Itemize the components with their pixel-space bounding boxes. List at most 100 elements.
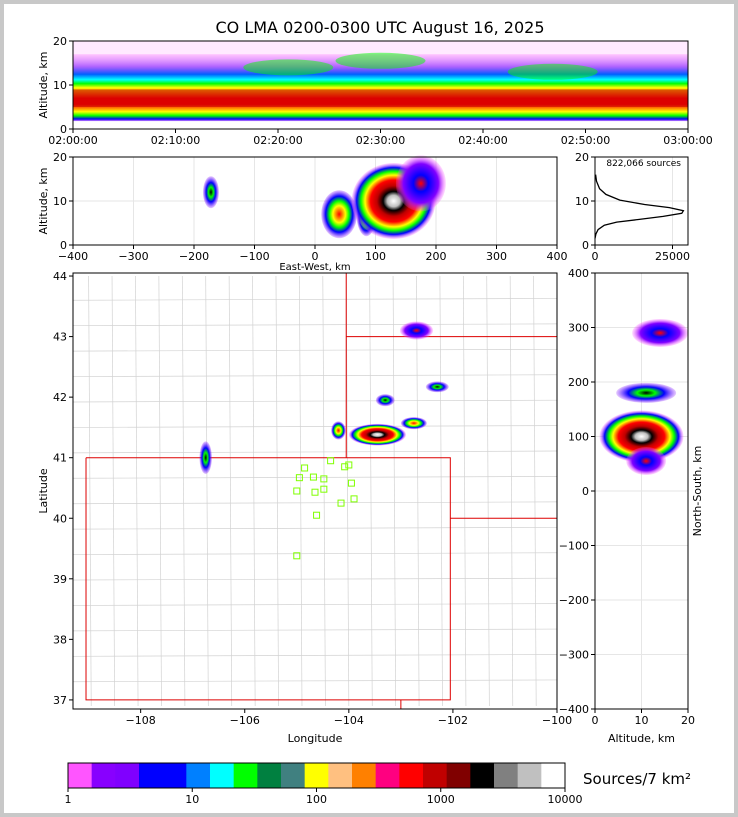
y-tick-label: 10: [53, 195, 67, 208]
colorbar-segment-5: [186, 763, 211, 788]
source-cluster-2: [331, 421, 346, 440]
lma-station-4: [311, 488, 319, 496]
x-tick-label: −100: [542, 714, 572, 727]
county-line: [72, 425, 558, 428]
colorbar-segment-13: [375, 763, 400, 788]
county-line: [88, 276, 92, 706]
figure-frame: CO LMA 0200-0300 UTC August 16, 2025 0 10…: [4, 4, 734, 813]
colorbar-segment-18: [494, 763, 519, 788]
y-tick-label: 42: [53, 391, 67, 404]
plot-frame: [594, 272, 689, 710]
colorbar-tick-label: 10000: [548, 793, 583, 806]
x-axis-label: East-West, km: [279, 262, 350, 273]
x-axis-label: Longitude: [288, 732, 343, 745]
county-line: [72, 628, 558, 632]
plan-view-map-panel: 37 38 39 40 41 42 43 44 −108 −106 −104 −102 −100 Long…: [37, 270, 572, 745]
colorbar-segment-16: [446, 763, 471, 788]
lma-station-1: [313, 511, 321, 519]
x-tick-label: 02:50:00: [561, 134, 610, 147]
county-line: [252, 276, 256, 706]
county-line: [72, 679, 558, 683]
y-axis-label: Altitude, km: [37, 167, 50, 234]
y-tick-label: 40: [53, 512, 67, 525]
lma-figure: CO LMA 0200-0300 UTC August 16, 2025 010…: [37, 18, 713, 806]
lma-station-9: [337, 499, 345, 507]
county-line: [72, 526, 558, 530]
county-line: [533, 276, 537, 706]
upper-burst-1: [335, 52, 426, 69]
plot-area: [73, 273, 557, 709]
colorbar-segment-1: [91, 763, 116, 788]
county-line: [72, 348, 558, 352]
colorbar-segment-2: [115, 763, 140, 788]
colorbar-segment-3: [139, 763, 164, 788]
x-tick-label: 02:20:00: [253, 134, 302, 147]
far-north-cell: [632, 318, 689, 347]
main-storm: [599, 410, 684, 463]
x-tick-label: 0: [592, 714, 599, 727]
county-line: [369, 276, 373, 706]
y-tick-label: 37: [53, 694, 67, 707]
colorbar-tick-label: 1000: [427, 793, 455, 806]
county-line: [111, 276, 115, 706]
x-tick-label: 25000: [655, 250, 690, 263]
y-tick-label: 0: [582, 485, 589, 498]
upper-burst-0: [243, 59, 334, 76]
central-cell: [321, 190, 358, 239]
north-cell: [616, 382, 677, 403]
colorbar-segment-0: [68, 763, 93, 788]
lma-station-13: [345, 461, 353, 469]
south-anvil: [626, 447, 667, 476]
x-tick-label: −400: [58, 250, 88, 263]
colorbar-segment-20: [541, 763, 566, 788]
y-tick-label: −400: [559, 703, 589, 716]
colorbar-panel: 1 10 100 1000 10000: [65, 762, 583, 806]
county-line: [72, 298, 558, 301]
county-line: [72, 323, 558, 327]
x-tick-label: 400: [547, 250, 568, 263]
y-tick-label: −300: [559, 649, 589, 662]
y-axis-label: Altitude, km: [37, 51, 50, 118]
x-tick-label: −102: [438, 714, 468, 727]
y-axis-label: North-South, km: [691, 446, 704, 537]
county-line: [72, 577, 558, 581]
upper-burst-2: [507, 63, 598, 80]
plot-frame: [72, 40, 689, 130]
x-tick-label: 10: [635, 714, 649, 727]
y-tick-label: 100: [568, 431, 589, 444]
y-tick-label: 41: [53, 452, 67, 465]
x-tick-label: −300: [118, 250, 148, 263]
y-axis-label: Latitude: [37, 468, 50, 514]
colorbar-segment-4: [162, 763, 187, 788]
colorbar-tick-label: 100: [306, 793, 327, 806]
y-tick-label: 0: [60, 123, 67, 136]
sparse-band: [73, 41, 688, 55]
colorbar-segment-15: [423, 763, 448, 788]
y-tick-label: 400: [568, 267, 589, 280]
county-line: [72, 654, 558, 657]
y-tick-label: 0: [60, 239, 67, 252]
lma-station-14: [327, 457, 335, 465]
altitude-histogram-panel: 0 10 20 0 25000: [575, 151, 690, 263]
x-tick-label: −100: [239, 250, 269, 263]
county-line: [439, 276, 443, 706]
lma-station-0: [293, 552, 301, 560]
x-tick-label: 200: [426, 250, 447, 263]
x-tick-label: 02:40:00: [458, 134, 507, 147]
county-line: [275, 276, 279, 706]
lma-station-11: [347, 479, 355, 487]
colorbar-tick-label: 1: [65, 793, 72, 806]
lma-station-2: [320, 485, 328, 493]
colorbar-segment-8: [257, 763, 282, 788]
county-line: [72, 552, 558, 555]
y-tick-label: −200: [559, 594, 589, 607]
county-line: [72, 374, 558, 377]
x-tick-label: 02:00:00: [48, 134, 97, 147]
y-tick-label: 200: [568, 376, 589, 389]
county-line: [299, 276, 303, 706]
county-line: [228, 276, 233, 706]
x-tick-label: 0: [592, 250, 599, 263]
county-line: [72, 399, 558, 403]
colorbar-segment-12: [352, 763, 377, 788]
